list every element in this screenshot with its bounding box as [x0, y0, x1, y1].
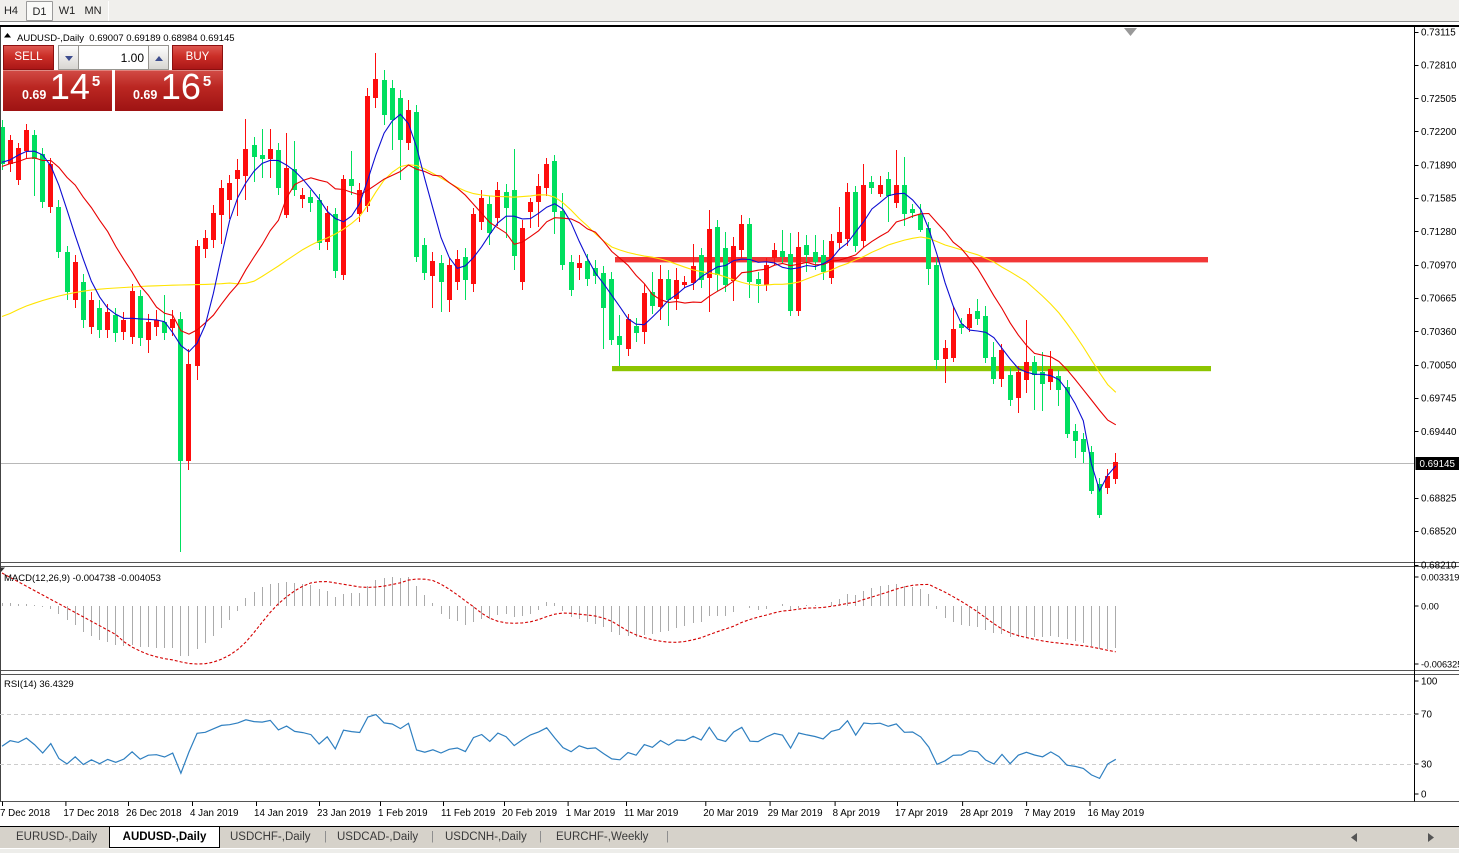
svg-text:MACD(12,26,9) -0.004738 -0.004: MACD(12,26,9) -0.004738 -0.004053 [4, 573, 161, 584]
svg-text:7 Dec 2018: 7 Dec 2018 [0, 808, 51, 819]
svg-text:0.71890: 0.71890 [1421, 161, 1457, 172]
svg-text:30: 30 [1421, 760, 1432, 771]
svg-text:29 Mar 2019: 29 Mar 2019 [768, 808, 823, 819]
svg-text:8 Apr 2019: 8 Apr 2019 [833, 808, 880, 819]
svg-text:0.68825: 0.68825 [1421, 494, 1457, 505]
svg-text:0.69745: 0.69745 [1421, 394, 1457, 405]
svg-text:0.69145: 0.69145 [1420, 459, 1456, 470]
svg-text:0.69440: 0.69440 [1421, 427, 1457, 438]
svg-text:17 Apr 2019: 17 Apr 2019 [895, 808, 948, 819]
svg-text:RSI(14) 36.4329: RSI(14) 36.4329 [4, 679, 74, 690]
svg-text:70: 70 [1421, 710, 1432, 721]
svg-text:0.70050: 0.70050 [1421, 361, 1457, 372]
svg-text:100: 100 [1421, 677, 1438, 688]
svg-text:1 Mar 2019: 1 Mar 2019 [566, 808, 616, 819]
svg-text:0.72810: 0.72810 [1421, 61, 1457, 72]
svg-text:-0.006325: -0.006325 [1421, 660, 1459, 670]
svg-text:28 Apr 2019: 28 Apr 2019 [960, 808, 1013, 819]
svg-text:0.72200: 0.72200 [1421, 127, 1457, 138]
svg-text:16 May 2019: 16 May 2019 [1088, 808, 1145, 819]
svg-text:11 Feb 2019: 11 Feb 2019 [441, 808, 495, 819]
svg-text:0.72505: 0.72505 [1421, 94, 1457, 105]
svg-text:0.68210: 0.68210 [1421, 560, 1457, 571]
svg-text:20 Mar 2019: 20 Mar 2019 [703, 808, 758, 819]
svg-text:AUDUSD-,Daily 0.69007 0.69189: AUDUSD-,Daily 0.69007 0.69189 0.68984 0.… [17, 33, 235, 44]
svg-text:14 Jan 2019: 14 Jan 2019 [254, 808, 308, 819]
svg-text:4 Jan 2019: 4 Jan 2019 [190, 808, 238, 819]
svg-text:0.73115: 0.73115 [1421, 28, 1456, 39]
svg-text:0.71585: 0.71585 [1421, 194, 1457, 205]
svg-text:26 Dec 2018: 26 Dec 2018 [126, 808, 182, 819]
svg-text:0.003319: 0.003319 [1421, 573, 1459, 583]
svg-text:0.68520: 0.68520 [1421, 527, 1457, 538]
svg-text:0.00: 0.00 [1421, 602, 1439, 612]
svg-text:23 Jan 2019: 23 Jan 2019 [317, 808, 371, 819]
svg-text:20 Feb 2019: 20 Feb 2019 [502, 808, 557, 819]
svg-text:17 Dec 2018: 17 Dec 2018 [63, 808, 119, 819]
svg-text:0.71280: 0.71280 [1421, 227, 1457, 238]
svg-text:0: 0 [1421, 790, 1427, 801]
svg-text:0.70970: 0.70970 [1421, 261, 1457, 272]
svg-text:11 Mar 2019: 11 Mar 2019 [624, 808, 678, 819]
svg-text:0.70360: 0.70360 [1421, 327, 1457, 338]
svg-text:0.70665: 0.70665 [1421, 294, 1457, 305]
svg-text:7 May 2019: 7 May 2019 [1024, 808, 1075, 819]
svg-text:1 Feb 2019: 1 Feb 2019 [378, 808, 428, 819]
